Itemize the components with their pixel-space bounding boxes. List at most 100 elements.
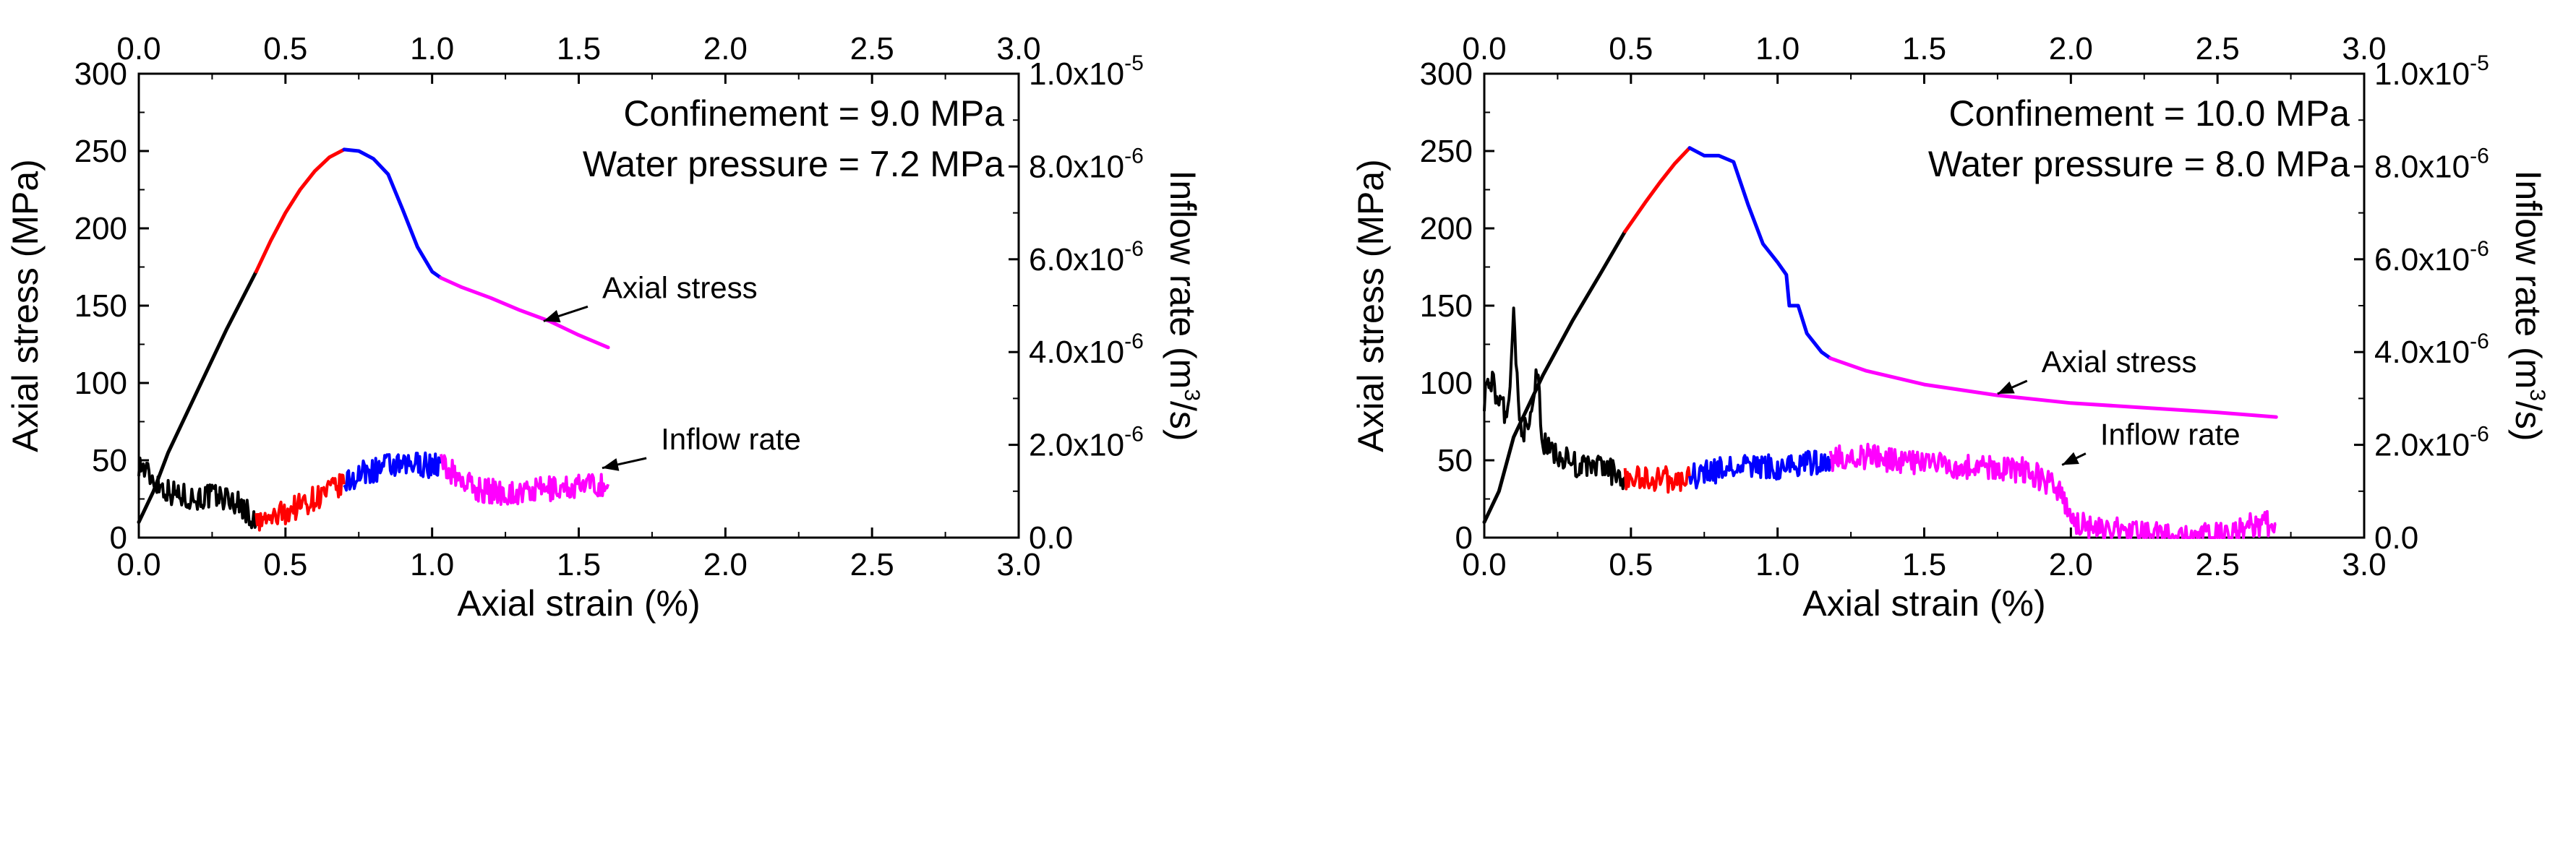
x-tick-label: 0.5 — [1609, 547, 1653, 582]
x-top-tick-label: 3.0 — [2342, 31, 2386, 66]
x-tick-label: 3.0 — [996, 547, 1040, 582]
y-tick-label: 200 — [1420, 211, 1473, 246]
annotation-line-2: Water pressure = 8.0 MPa — [1928, 144, 2350, 184]
y2-tick-label: 1.0x10-5 — [1029, 51, 1144, 92]
annotation-line-1: Confinement = 9.0 MPa — [623, 93, 1004, 134]
y2-axis-title-main: Inflow rate (m — [2508, 170, 2549, 389]
y2-axis-title-end: /s) — [2508, 401, 2549, 442]
y-tick-label: 300 — [74, 56, 127, 92]
callout-arrow-head — [1997, 381, 2015, 394]
y2-tick-exponent: -6 — [1124, 330, 1144, 353]
y-tick-label: 50 — [92, 443, 127, 478]
x-tick-label: 2.5 — [850, 547, 894, 582]
y2-tick-base: 1.0x10 — [1029, 56, 1124, 92]
y2-tick-label: 4.0x10-6 — [2374, 330, 2489, 370]
callout-arrow-head — [543, 310, 561, 323]
y2-tick-base: 0.0 — [2374, 520, 2418, 556]
stress-series-3 — [342, 147, 443, 280]
y2-axis-title: Inflow rate (m3/s) — [1163, 170, 1204, 441]
callout-label-2: Inflow rate — [2100, 418, 2241, 452]
stress-series-2 — [254, 147, 346, 274]
y2-axis-title-end: /s) — [1163, 401, 1203, 442]
y-tick-label: 100 — [1420, 366, 1473, 401]
y2-tick-label: 4.0x10-6 — [1029, 330, 1144, 370]
y2-tick-exponent: -6 — [2470, 330, 2489, 353]
x-top-tick-label: 2.5 — [2196, 31, 2240, 66]
x-top-tick-label: 3.0 — [996, 31, 1040, 66]
stress-series-1 — [1482, 229, 1627, 525]
x-top-tick-label: 2.0 — [703, 31, 748, 66]
stress-series-4 — [1828, 356, 2278, 419]
stress-series-2 — [1623, 146, 1692, 233]
x-top-tick-label: 0.0 — [1462, 31, 1506, 66]
y2-tick-exponent: -6 — [2470, 144, 2489, 168]
inflow-series-3 — [1688, 449, 1832, 490]
y2-axis-title-main: Inflow rate (m — [1163, 170, 1203, 389]
callout-label-1: Axial stress — [602, 270, 758, 304]
y2-tick-base: 4.0x10 — [1029, 335, 1124, 370]
y-tick-label: 150 — [74, 288, 127, 324]
y-tick-label: 200 — [74, 211, 127, 246]
x-tick-label: 1.0 — [410, 547, 454, 582]
callout-label-1: Axial stress — [2042, 345, 2197, 379]
y2-tick-label: 0.0 — [1029, 520, 1073, 556]
y-tick-label: 0 — [110, 520, 127, 556]
x-tick-label: 1.5 — [557, 547, 601, 582]
stress-series-1 — [137, 270, 258, 525]
y-tick-label: 100 — [74, 366, 127, 401]
y2-tick-label: 0.0 — [2374, 520, 2418, 556]
x-axis-title: Axial strain (%) — [457, 583, 700, 624]
y-tick-label: 50 — [1437, 443, 1473, 478]
inflow-series-2 — [1623, 465, 1691, 494]
y-tick-label: 250 — [74, 134, 127, 169]
x-tick-label: 2.5 — [2196, 547, 2240, 582]
y2-tick-exponent: -5 — [1124, 51, 1144, 75]
y2-tick-label: 1.0x10-5 — [2374, 51, 2489, 92]
y2-tick-base: 2.0x10 — [2374, 428, 2470, 463]
x-tick-label: 2.0 — [2049, 547, 2093, 582]
y-axis-title: Axial stress (MPa) — [1351, 159, 1391, 452]
inflow-series-4 — [1828, 442, 2277, 539]
callout-label-2: Inflow rate — [661, 422, 801, 456]
x-tick-label: 0.5 — [263, 547, 307, 582]
y2-tick-base: 8.0x10 — [2374, 149, 2470, 184]
inflow-series-4 — [439, 454, 610, 507]
stress-series-4 — [439, 276, 610, 350]
stress-series-3 — [1687, 146, 1833, 361]
x-top-tick-label: 0.5 — [1609, 31, 1653, 66]
inflow-series-1 — [1483, 306, 1627, 491]
y2-tick-label: 2.0x10-6 — [1029, 423, 1144, 463]
y2-tick-label: 8.0x10-6 — [1029, 144, 1144, 184]
y2-tick-exponent: -6 — [2470, 423, 2489, 447]
y2-axis-title-sup: 3 — [1180, 389, 1204, 401]
annotation-line-1: Confinement = 10.0 MPa — [1949, 93, 2350, 134]
x-tick-label: 1.0 — [1755, 547, 1800, 582]
panel-right: 0.0 0.0 0.5 0.5 1.0 1.0 1.5 1.5 2.0 2.0 2.5 2.5 3.0 3… — [1351, 31, 2549, 624]
y2-tick-label: 6.0x10-6 — [2374, 237, 2489, 277]
y-tick-label: 300 — [1420, 56, 1473, 92]
y2-tick-label: 2.0x10-6 — [2374, 423, 2489, 463]
x-top-tick-label: 1.0 — [1755, 31, 1800, 66]
callout-arrow-head — [602, 458, 620, 471]
x-tick-label: 0.0 — [116, 547, 161, 582]
inflow-series-2 — [254, 473, 346, 532]
x-top-tick-label: 2.0 — [2049, 31, 2093, 66]
x-top-tick-label: 0.0 — [116, 31, 161, 66]
y2-tick-exponent: -6 — [1124, 423, 1144, 447]
x-top-tick-label: 1.0 — [410, 31, 454, 66]
x-top-tick-label: 1.5 — [1902, 31, 1946, 66]
y2-tick-label: 8.0x10-6 — [2374, 144, 2489, 184]
y2-tick-exponent: -6 — [1124, 144, 1144, 168]
y-tick-label: 150 — [1420, 288, 1473, 324]
panel-left: 0.0 0.0 0.5 0.5 1.0 1.0 1.5 1.5 2.0 2.0 2.5 2.5 3.0 3… — [5, 31, 1204, 624]
y2-tick-base: 0.0 — [1029, 520, 1073, 556]
x-top-tick-label: 0.5 — [263, 31, 307, 66]
y2-axis-title: Inflow rate (m3/s) — [2508, 170, 2549, 441]
y2-tick-exponent: -6 — [1124, 237, 1144, 261]
y2-tick-base: 4.0x10 — [2374, 335, 2470, 370]
x-tick-label: 1.5 — [1902, 547, 1946, 582]
y2-tick-exponent: -6 — [2470, 237, 2489, 261]
y2-tick-exponent: -5 — [2470, 51, 2489, 75]
inflow-series-1 — [137, 456, 258, 530]
